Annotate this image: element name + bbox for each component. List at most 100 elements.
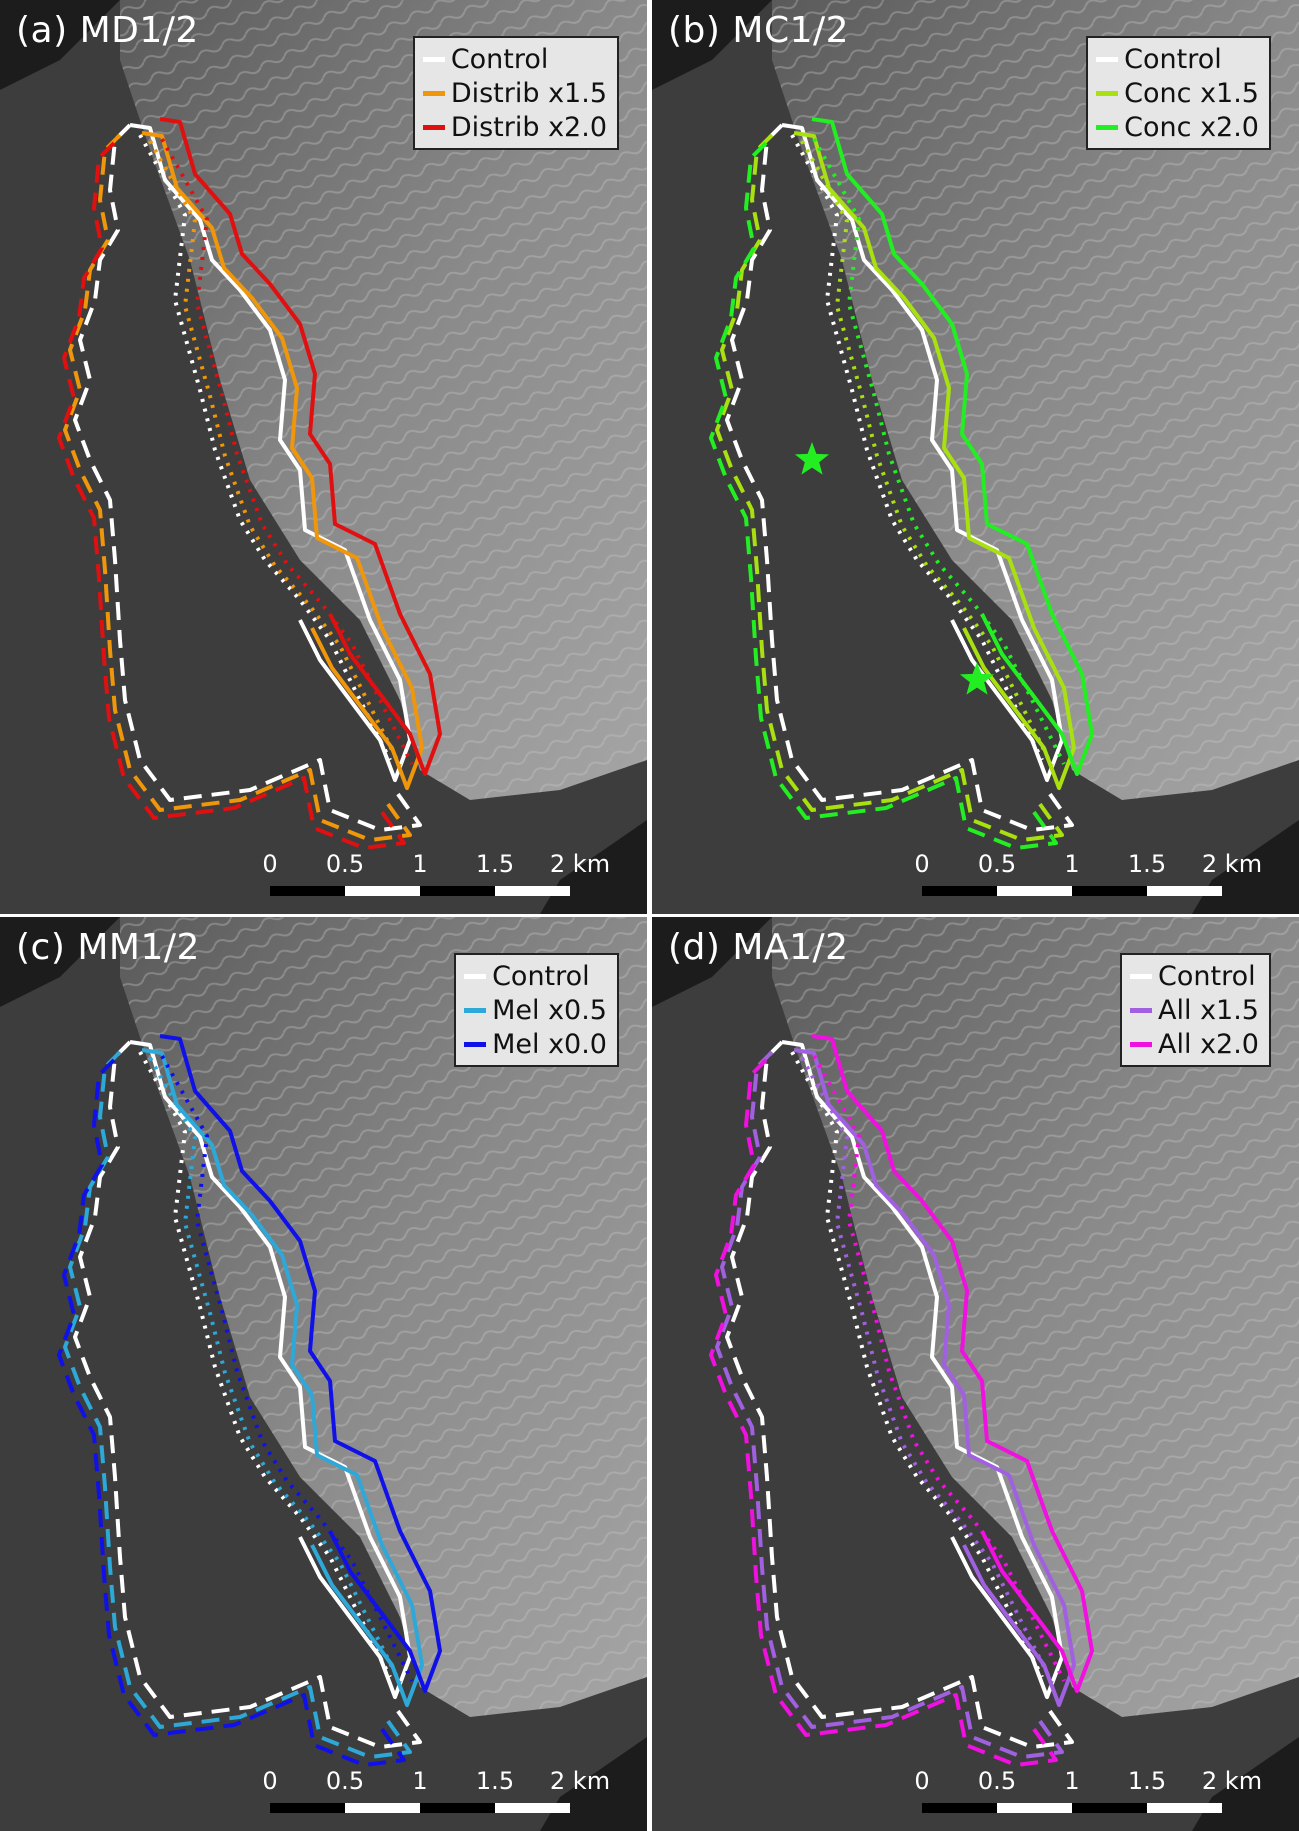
scale-bar: 0 0.5 1 1.5 2 km xyxy=(262,1767,640,1827)
legend-item: Conc x2.0 xyxy=(1096,110,1259,144)
legend-swatch xyxy=(422,56,445,62)
panel-title: (c) MM1/2 xyxy=(16,927,200,968)
scale-bar: 0 0.5 1 1.5 2 km xyxy=(914,1767,1292,1827)
legend-item: Control xyxy=(422,42,607,76)
ice-texture xyxy=(120,917,647,1717)
scale-tick-label: 0.5 xyxy=(977,850,1017,878)
scale-bar: 0 0.5 1 1.5 2 km xyxy=(262,850,640,910)
scale-tick-label: 0.5 xyxy=(325,1767,365,1795)
exp2-solid-line xyxy=(811,117,1094,776)
ice-texture xyxy=(772,917,1299,1717)
control-solid-line xyxy=(781,1040,1064,1699)
legend-label: Mel x0.0 xyxy=(492,1028,607,1060)
scale-tick-label: 0 xyxy=(262,1767,278,1795)
star-icon xyxy=(794,442,830,475)
scale-tick-label: 0.5 xyxy=(325,850,365,878)
control-dashed-line xyxy=(725,1040,1074,1749)
legend-swatch xyxy=(1096,90,1119,96)
control-solid-line xyxy=(129,123,412,782)
legend-label: Conc x2.0 xyxy=(1124,111,1259,143)
scale-bar: 0 0.5 1 1.5 2 km xyxy=(914,850,1292,910)
control-dashed-line xyxy=(73,1040,422,1749)
legend-item: Control xyxy=(1130,959,1259,993)
scale-segment xyxy=(270,1803,345,1813)
exp2-solid-line xyxy=(811,1034,1094,1693)
scale-tick-label: 1 xyxy=(412,1767,428,1795)
legend-label: Control xyxy=(1124,43,1222,75)
scale-tick-label: 1.5 xyxy=(475,1767,515,1795)
satellite-map xyxy=(652,917,1299,1831)
scale-segment xyxy=(997,1803,1072,1813)
legend-item: Control xyxy=(1096,42,1259,76)
scale-tick-label: 0.5 xyxy=(977,1767,1017,1795)
exp2-dashed-line xyxy=(709,141,1058,850)
scale-tick-label: 0 xyxy=(262,850,278,878)
panel-title: (d) MA1/2 xyxy=(668,927,849,968)
legend-item: Mel x0.5 xyxy=(464,993,607,1027)
scale-segment xyxy=(922,886,997,896)
satellite-map xyxy=(0,917,647,1831)
exp2-dashed-line xyxy=(57,141,406,850)
scale-segment xyxy=(1147,1803,1222,1813)
scale-segment xyxy=(270,886,345,896)
legend-label: Control xyxy=(1158,960,1256,992)
map-panel: (b) MC1/2 Control Conc x1.5 Conc x2.0 0 0.5 1 1… xyxy=(652,0,1299,914)
scale-tick-label: 1.5 xyxy=(475,850,515,878)
legend: Control All x1.5 All x2.0 xyxy=(1120,953,1271,1067)
exp1-solid-line xyxy=(141,131,424,790)
legend-item: All x2.0 xyxy=(1130,1027,1259,1061)
exp2-solid-line xyxy=(159,1034,442,1693)
scale-segment xyxy=(495,886,570,896)
legend-swatch xyxy=(1130,1041,1153,1047)
legend-item: Mel x0.0 xyxy=(464,1027,607,1061)
map-panel: (c) MM1/2 Control Mel x0.5 Mel x0.0 0 0.5 1 1.5… xyxy=(0,917,647,1831)
scale-segment xyxy=(1147,886,1222,896)
legend-swatch xyxy=(1130,1007,1153,1013)
scale-segment xyxy=(495,1803,570,1813)
scale-tick-label: 0 xyxy=(914,1767,930,1795)
legend-swatch xyxy=(464,1007,487,1013)
legend-label: Control xyxy=(450,43,549,75)
scale-segment xyxy=(1072,1803,1147,1813)
satellite-map xyxy=(652,0,1299,914)
scale-segment xyxy=(420,886,495,896)
legend-item: Conc x1.5 xyxy=(1096,76,1259,110)
scale-segment xyxy=(922,1803,997,1813)
scale-segment xyxy=(345,1803,420,1813)
satellite-map xyxy=(0,0,647,914)
scale-tick-label: 2 km xyxy=(1201,1767,1263,1795)
legend-swatch xyxy=(1096,56,1119,62)
legend-label: All x1.5 xyxy=(1158,994,1259,1026)
exp1-solid-line xyxy=(141,1048,424,1707)
legend-label: All x2.0 xyxy=(1158,1028,1259,1060)
scale-segment xyxy=(997,886,1072,896)
exp2-dashed-line xyxy=(57,1058,406,1767)
control-solid-line xyxy=(781,123,1064,782)
scale-tick-label: 1 xyxy=(1064,1767,1080,1795)
legend-label: Distrib x1.5 xyxy=(450,77,607,109)
control-solid-line xyxy=(129,1040,412,1699)
legend-item: Distrib x1.5 xyxy=(422,76,607,110)
panel-title: (b) MC1/2 xyxy=(668,10,850,51)
legend-label: Mel x0.5 xyxy=(492,994,607,1026)
legend: Control Conc x1.5 Conc x2.0 xyxy=(1086,36,1271,150)
legend-swatch xyxy=(464,1041,487,1047)
map-panel: (d) MA1/2 Control All x1.5 All x2.0 0 0.5 1 1.5… xyxy=(652,917,1299,1831)
legend-item: Control xyxy=(464,959,607,993)
legend-item: All x1.5 xyxy=(1130,993,1259,1027)
panel-title: (a) MD1/2 xyxy=(16,10,199,51)
scale-segment xyxy=(345,886,420,896)
legend: Control Distrib x1.5 Distrib x2.0 xyxy=(412,36,619,150)
legend-swatch xyxy=(1130,973,1153,979)
legend-swatch xyxy=(422,90,445,96)
legend-swatch xyxy=(422,124,445,130)
ice-texture xyxy=(772,0,1299,800)
scale-tick-label: 1 xyxy=(1064,850,1080,878)
star-icon xyxy=(959,662,995,695)
legend: Control Mel x0.5 Mel x0.0 xyxy=(454,953,619,1067)
scale-tick-label: 2 km xyxy=(549,850,611,878)
exp1-solid-line xyxy=(793,131,1076,790)
legend-swatch xyxy=(464,973,487,979)
control-dashed-line xyxy=(725,123,1074,832)
scale-tick-label: 1.5 xyxy=(1127,1767,1167,1795)
